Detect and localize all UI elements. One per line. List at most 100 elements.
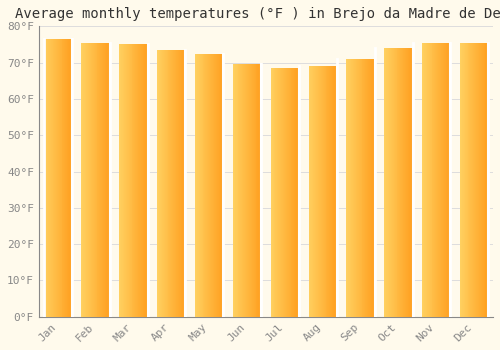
- Bar: [353, 59, 354, 317]
- Bar: [195, 54, 196, 317]
- Bar: [396, 48, 398, 317]
- Bar: [484, 43, 486, 317]
- Bar: [85, 43, 86, 317]
- Bar: [320, 66, 321, 317]
- Bar: [139, 44, 140, 317]
- Bar: [486, 43, 488, 317]
- Bar: [102, 43, 103, 317]
- Bar: [322, 66, 324, 317]
- Bar: [197, 54, 198, 317]
- Title: Average monthly temperatures (°F ) in Brejo da Madre de Deus: Average monthly temperatures (°F ) in Br…: [14, 7, 500, 21]
- Bar: [211, 54, 212, 317]
- Bar: [132, 44, 134, 317]
- Bar: [321, 66, 322, 317]
- Bar: [206, 54, 208, 317]
- Bar: [297, 68, 298, 317]
- Bar: [335, 66, 336, 317]
- Bar: [249, 64, 250, 317]
- Bar: [246, 64, 247, 317]
- Bar: [272, 68, 274, 317]
- Bar: [389, 48, 390, 317]
- Bar: [410, 48, 412, 317]
- Bar: [427, 43, 428, 317]
- Bar: [68, 39, 69, 317]
- Bar: [324, 66, 326, 317]
- Bar: [234, 64, 236, 317]
- Bar: [369, 59, 370, 317]
- Bar: [164, 50, 166, 317]
- Bar: [388, 48, 389, 317]
- Bar: [130, 44, 132, 317]
- Bar: [352, 59, 353, 317]
- Bar: [386, 48, 387, 317]
- Bar: [478, 43, 479, 317]
- Bar: [87, 43, 88, 317]
- Bar: [127, 44, 128, 317]
- Bar: [364, 59, 366, 317]
- Bar: [333, 66, 334, 317]
- Bar: [198, 54, 200, 317]
- Bar: [387, 48, 388, 317]
- Bar: [462, 43, 463, 317]
- Bar: [177, 50, 178, 317]
- Bar: [292, 68, 294, 317]
- Bar: [46, 39, 48, 317]
- Bar: [179, 50, 180, 317]
- Bar: [144, 44, 145, 317]
- Bar: [330, 66, 331, 317]
- Bar: [89, 43, 90, 317]
- Bar: [163, 50, 164, 317]
- Bar: [428, 43, 430, 317]
- Bar: [334, 66, 335, 317]
- Bar: [140, 44, 141, 317]
- Bar: [430, 43, 432, 317]
- Bar: [358, 59, 360, 317]
- Bar: [178, 50, 179, 317]
- Bar: [308, 66, 310, 317]
- Bar: [62, 39, 64, 317]
- Bar: [394, 48, 396, 317]
- Bar: [212, 54, 213, 317]
- Bar: [196, 54, 197, 317]
- Bar: [288, 68, 290, 317]
- Bar: [92, 43, 94, 317]
- Bar: [106, 43, 107, 317]
- Bar: [145, 44, 146, 317]
- Bar: [54, 39, 55, 317]
- Bar: [160, 50, 161, 317]
- Bar: [141, 44, 142, 317]
- Bar: [432, 43, 434, 317]
- Bar: [103, 43, 104, 317]
- Bar: [176, 50, 177, 317]
- Bar: [281, 68, 282, 317]
- Bar: [166, 50, 168, 317]
- Bar: [439, 43, 440, 317]
- Bar: [86, 43, 87, 317]
- Bar: [96, 43, 98, 317]
- Bar: [348, 59, 349, 317]
- Bar: [331, 66, 332, 317]
- Bar: [200, 54, 202, 317]
- Bar: [210, 54, 211, 317]
- Bar: [317, 66, 318, 317]
- Bar: [441, 43, 442, 317]
- Bar: [208, 54, 209, 317]
- Bar: [400, 48, 402, 317]
- Bar: [482, 43, 484, 317]
- Bar: [53, 39, 54, 317]
- Bar: [60, 39, 62, 317]
- Bar: [108, 43, 109, 317]
- Bar: [104, 43, 105, 317]
- Bar: [284, 68, 285, 317]
- Bar: [460, 43, 461, 317]
- Bar: [346, 59, 348, 317]
- Bar: [476, 43, 477, 317]
- Bar: [370, 59, 371, 317]
- Bar: [218, 54, 220, 317]
- Bar: [440, 43, 441, 317]
- Bar: [84, 43, 85, 317]
- Bar: [391, 48, 392, 317]
- Bar: [100, 43, 102, 317]
- Bar: [173, 50, 174, 317]
- Bar: [278, 68, 279, 317]
